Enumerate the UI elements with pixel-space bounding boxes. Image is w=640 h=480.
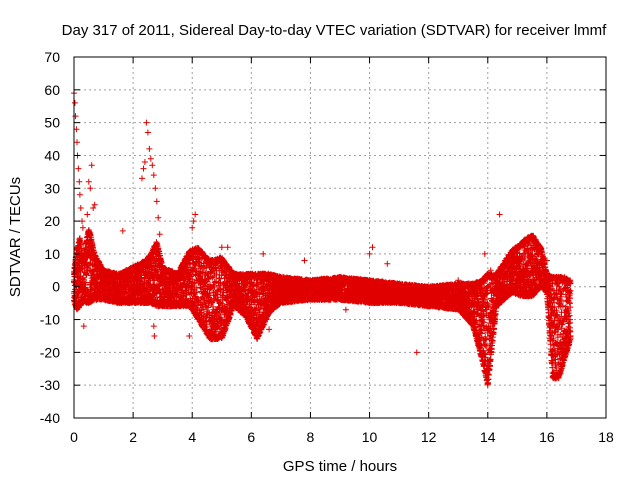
data-point [83,279,89,286]
data-point [90,267,97,274]
data-point [76,277,82,284]
data-points [71,90,574,388]
chart-title: Day 317 of 2011, Sidereal Day-to-day VTE… [62,22,607,39]
data-point [79,265,86,272]
